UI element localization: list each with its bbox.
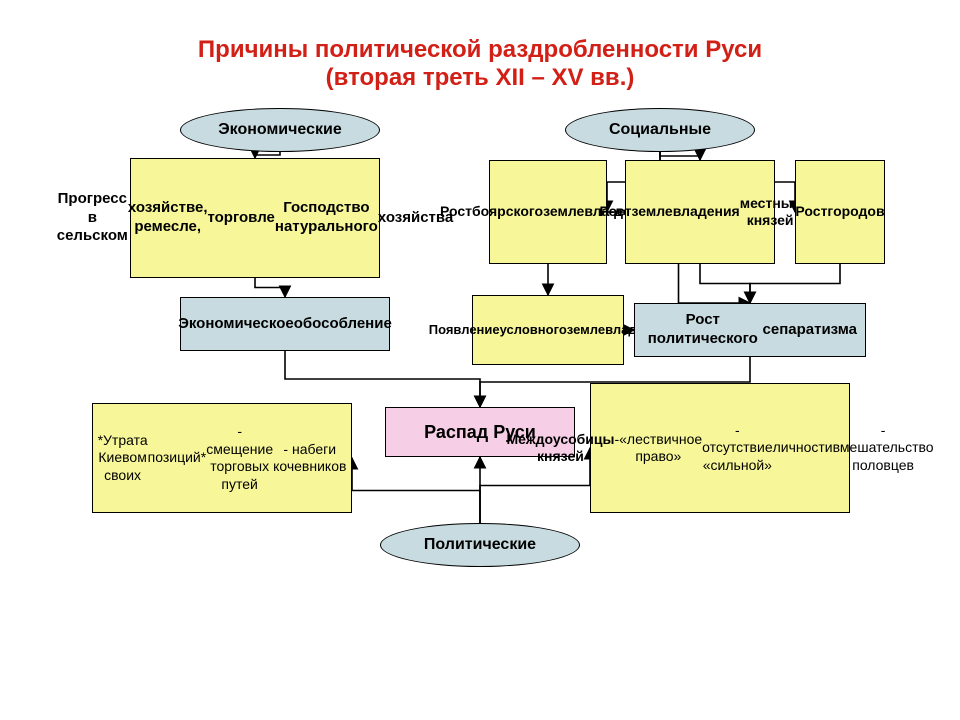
diagram-title: Причины политической раздробленности Рус… — [0, 36, 960, 92]
node-uslov: Появлениеусловногоземлевладения — [472, 295, 624, 365]
node-kniaz: Ростземлевладенияместных князей — [625, 160, 775, 264]
node-kiev: *Утрата Киевом своихпозиций*- смещение т… — [92, 403, 352, 513]
node-polit: Политические — [380, 523, 580, 567]
node-obosob: Экономическоеобособление — [180, 297, 390, 351]
edge — [750, 264, 840, 303]
edge — [285, 351, 480, 407]
edge — [700, 264, 750, 303]
node-goroda: Ростгородов — [795, 160, 885, 264]
node-social: Социальные — [565, 108, 755, 152]
node-mezhdu: Междоусобицы князей-«лествичное право»- … — [590, 383, 850, 513]
edge — [660, 152, 700, 160]
node-econ: Экономические — [180, 108, 380, 152]
node-progress: Прогресс в сельскомхозяйстве, ремесле,то… — [130, 158, 380, 278]
edge — [255, 278, 285, 297]
node-separ: Рост политическогосепаратизма — [634, 303, 866, 357]
node-boyar: Ростбоярскогоземлевла-дения — [489, 160, 607, 264]
edge — [352, 458, 480, 523]
